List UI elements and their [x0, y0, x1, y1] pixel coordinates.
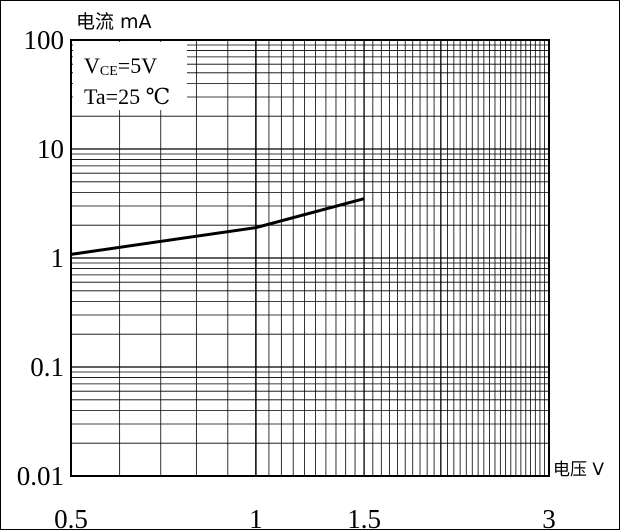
annotation-ta: Ta=25 ℃ [84, 84, 170, 109]
x-tick-label: 1.5 [347, 504, 381, 532]
y-tick-label: 100 [24, 25, 65, 55]
y-tick-label: 1 [51, 243, 65, 273]
y-tick-label: 10 [37, 134, 64, 164]
series-layer [70, 197, 365, 256]
series-line [70, 197, 365, 256]
y-tick-label: 0.1 [30, 352, 64, 382]
annotation-vce: VCE=5V [84, 53, 157, 79]
plot-area-border [70, 39, 550, 477]
y-axis-label: 电流 mA [76, 11, 152, 33]
x-tick-label: 3 [542, 504, 556, 532]
x-tick-label: 0.5 [54, 504, 88, 532]
tick-labels: 0.5 1 1.5 3 0.01 0.1 1 10 100 [17, 25, 556, 532]
x-axis-label: 电压 V [553, 460, 604, 480]
y-tick-label: 0.01 [17, 461, 64, 491]
annotation-box [73, 42, 187, 110]
x-tick-label: 1 [249, 504, 263, 532]
grid-lines [71, 40, 549, 476]
